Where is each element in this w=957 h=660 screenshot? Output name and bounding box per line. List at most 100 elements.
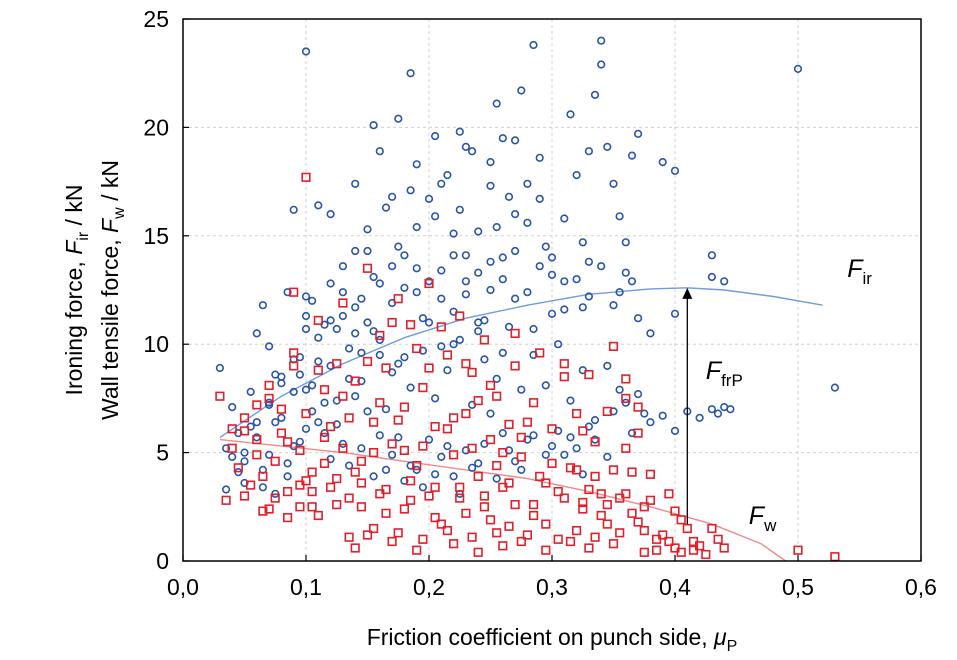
point-w [479, 491, 490, 501]
point-ir [418, 483, 428, 492]
point-w [239, 413, 250, 423]
point-w [227, 443, 237, 453]
point-w [522, 530, 532, 540]
point-w [424, 363, 434, 373]
point-w [492, 528, 502, 538]
x-tick-label: 0,6 [905, 574, 937, 600]
point-ir [523, 288, 532, 297]
point-ir [289, 205, 298, 214]
point-ir [468, 463, 477, 472]
point-w [528, 499, 539, 510]
point-w [467, 443, 477, 453]
point-w [221, 495, 231, 505]
point-ir [228, 452, 237, 462]
point-ir [283, 288, 292, 297]
point-ir [345, 461, 354, 470]
point-ir [707, 405, 717, 414]
point-ir [314, 418, 323, 427]
point-ir [707, 272, 717, 282]
point-w [424, 278, 434, 289]
point-ir [498, 134, 507, 143]
point-ir [326, 361, 335, 371]
point-w [621, 374, 631, 384]
point-w [375, 398, 385, 408]
point-ir [338, 262, 348, 271]
point-ir [547, 309, 557, 318]
point-w [319, 458, 330, 469]
point-w [289, 348, 299, 358]
point-ir [603, 452, 612, 462]
point-ir [424, 194, 434, 203]
point-ir [547, 270, 557, 279]
point-ir [289, 387, 298, 397]
point-ir [375, 431, 384, 440]
point-w [467, 367, 477, 378]
point-w [252, 434, 262, 445]
point-w [516, 432, 526, 443]
point-ir [553, 426, 563, 436]
point-w [602, 406, 612, 417]
friction-force-arrow [682, 287, 693, 525]
point-ir [314, 201, 323, 210]
point-ir [720, 277, 729, 286]
point-ir [535, 262, 544, 271]
point-ir [541, 242, 550, 251]
point-w [602, 519, 612, 529]
point-ir [394, 359, 403, 368]
point-w [627, 508, 637, 518]
y-tick-label: 20 [143, 114, 169, 140]
point-w [350, 376, 360, 386]
point-ir [627, 151, 637, 160]
point-ir [609, 407, 618, 416]
point-ir [400, 476, 409, 485]
point-w [645, 469, 655, 479]
point-w [338, 391, 348, 401]
point-ir [726, 405, 735, 414]
point-ir [252, 418, 261, 427]
point-ir [240, 478, 249, 488]
point-ir [498, 429, 507, 438]
point-ir [258, 483, 268, 492]
point-w [719, 543, 729, 553]
y-tick-label: 5 [156, 440, 169, 466]
point-w [356, 456, 367, 466]
point-ir [560, 214, 569, 223]
point-w [559, 372, 569, 382]
point-w [233, 463, 243, 473]
point-ir [431, 212, 440, 221]
point-w [227, 424, 237, 434]
annotation-w: Fw [749, 502, 777, 535]
point-ir [498, 348, 507, 358]
point-w [276, 428, 287, 438]
point-w [282, 486, 293, 497]
point-w [608, 341, 619, 352]
point-w [461, 508, 471, 518]
point-ir [332, 324, 341, 334]
point-ir [326, 316, 335, 325]
point-ir [412, 288, 421, 297]
point-ir [627, 429, 637, 438]
point-ir [369, 121, 378, 130]
point-ir [486, 257, 495, 266]
point-w [399, 504, 410, 514]
point-ir [492, 374, 501, 384]
point-w [504, 521, 514, 531]
point-ir [486, 285, 495, 295]
point-w [301, 408, 311, 419]
point-ir [301, 424, 311, 433]
point-w [282, 512, 293, 523]
point-ir [566, 396, 575, 405]
point-ir [369, 272, 378, 282]
point-w [485, 434, 496, 445]
point-ir [277, 413, 286, 423]
point-ir [461, 142, 471, 151]
point-ir [314, 333, 323, 342]
point-w [492, 391, 502, 401]
point-ir [474, 318, 483, 327]
point-ir [351, 303, 360, 312]
point-w [571, 408, 582, 419]
point-w [313, 315, 323, 326]
point-ir [381, 203, 391, 212]
point-ir [357, 348, 366, 358]
fit-curves [219, 287, 823, 562]
